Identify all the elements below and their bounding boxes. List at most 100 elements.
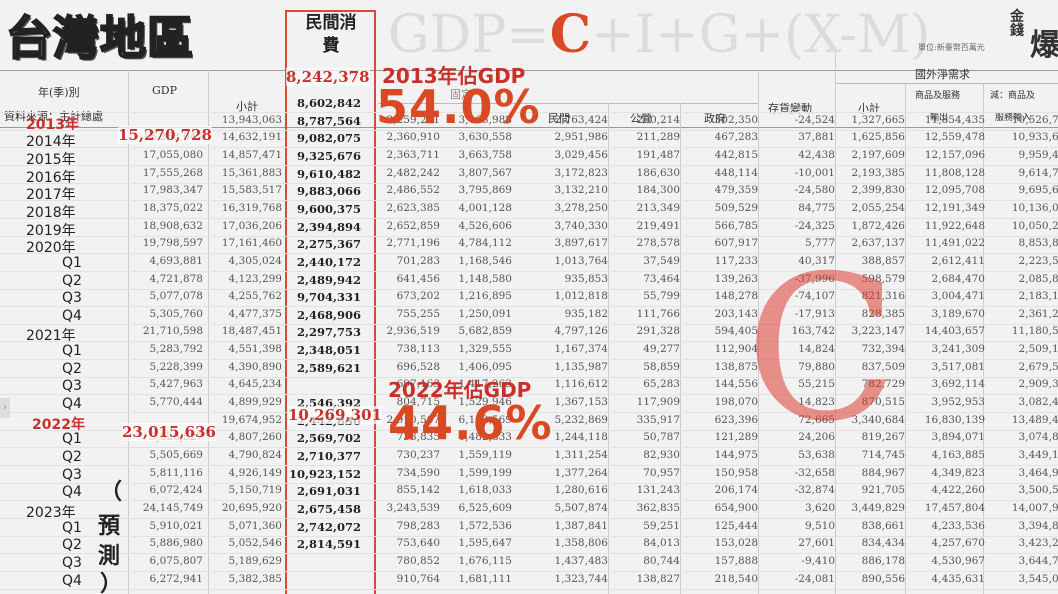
data-cell: 696,528: [364, 361, 440, 373]
forecast-paren-open: （: [100, 474, 122, 506]
data-cell: 2,193,385: [829, 167, 905, 179]
gdp-cell: 5,427,963: [127, 378, 203, 390]
gdp-cell: 6,075,807: [127, 555, 203, 567]
gdp-cell: 5,305,760: [127, 308, 203, 320]
data-cell: 4,530,967: [909, 555, 985, 567]
data-cell: 218,540: [682, 573, 758, 585]
data-cell: 3,952,953: [909, 396, 985, 408]
subtotal-cell: 17,161,460: [206, 237, 282, 249]
forecast-char-1: 預: [98, 508, 120, 540]
data-cell: 65,283: [604, 378, 680, 390]
data-cell: 1,148,580: [436, 273, 512, 285]
private-consumption-cell: 9,883,066: [285, 184, 361, 198]
subtotal-cell: 4,477,375: [206, 308, 282, 320]
row-label: Q3: [62, 290, 82, 306]
data-cell: 3,620: [759, 502, 835, 514]
data-cell: 910,764: [364, 573, 440, 585]
data-cell: 2,652,859: [364, 220, 440, 232]
data-cell: 117,909: [604, 396, 680, 408]
subtotal-cell: 16,319,768: [206, 202, 282, 214]
data-cell: 753,640: [364, 537, 440, 549]
share-2022: 44.6%: [388, 396, 553, 450]
data-cell: 80,744: [604, 555, 680, 567]
subtotal-cell: 5,189,629: [206, 555, 282, 567]
gdp-cell: 5,505,669: [127, 449, 203, 461]
data-cell: 2,763,424: [532, 114, 608, 126]
data-cell: 641,456: [364, 273, 440, 285]
data-cell: 448,114: [682, 167, 758, 179]
data-cell: 362,835: [604, 502, 680, 514]
private-consumption-cell: 2,348,051: [285, 343, 361, 357]
gdp-cell: 17,983,347: [127, 184, 203, 196]
data-cell: 70,957: [604, 467, 680, 479]
data-cell: 11,854,435: [909, 114, 985, 126]
data-cell: 502,350: [682, 114, 758, 126]
data-cell: 2,399,830: [829, 184, 905, 196]
data-cell: 4,001,128: [436, 202, 512, 214]
data-cell: 1,311,254: [532, 449, 608, 461]
data-cell: 58,859: [604, 361, 680, 373]
private-consumption-cell: 2,394,894: [285, 220, 361, 234]
data-cell: 734,590: [364, 467, 440, 479]
subtotal-cell: 4,645,234: [206, 378, 282, 390]
data-cell: 3,074,804: [996, 431, 1058, 443]
data-cell: 3,795,869: [436, 184, 512, 196]
subtotal-cell: 20,695,920: [206, 502, 282, 514]
data-cell: 2,085,891: [996, 273, 1058, 285]
private-consumption-cell: 10,923,152: [285, 467, 361, 481]
subtotal-cell: 5,071,360: [206, 520, 282, 532]
subtotal-cell: 14,857,471: [206, 149, 282, 161]
gdp-cell: 4,721,878: [127, 273, 203, 285]
data-cell: 2,486,552: [364, 184, 440, 196]
private-consumption-cell: 2,675,458: [285, 502, 361, 516]
gdp-cell: 6,072,424: [127, 484, 203, 496]
data-cell: 4,526,606: [436, 220, 512, 232]
side-handle-arrow-icon[interactable]: ›: [0, 398, 10, 418]
data-cell: 4,422,260: [909, 484, 985, 496]
data-cell: 12,157,096: [909, 149, 985, 161]
data-cell: 1,116,612: [532, 378, 608, 390]
data-cell: 738,113: [364, 343, 440, 355]
private-consumption-cell: 9,610,482: [285, 167, 361, 181]
data-cell: 10,933,622: [996, 131, 1058, 143]
data-cell: 211,289: [604, 131, 680, 143]
data-cell: 935,182: [532, 308, 608, 320]
data-cell: 3,894,071: [909, 431, 985, 443]
data-cell: 4,435,631: [909, 573, 985, 585]
data-cell: 9,959,487: [996, 149, 1058, 161]
subtotal-cell: 5,052,546: [206, 537, 282, 549]
data-cell: 890,556: [829, 573, 905, 585]
subtotal-cell: 4,123,299: [206, 273, 282, 285]
data-cell: 467,283: [682, 131, 758, 143]
row-label: Q2: [62, 537, 82, 553]
data-cell: 1,216,895: [436, 290, 512, 302]
row-label: Q4: [62, 308, 82, 324]
data-cell: 1,329,555: [436, 343, 512, 355]
data-cell: 2,612,411: [909, 255, 985, 267]
gdp-cell: 17,055,080: [127, 149, 203, 161]
data-cell: 11,808,128: [909, 167, 985, 179]
data-cell: 12,095,708: [909, 184, 985, 196]
data-cell: 3,449,140: [996, 449, 1058, 461]
subtotal-cell: 15,361,883: [206, 167, 282, 179]
data-cell: -32,874: [759, 484, 835, 496]
data-cell: 2,183,155: [996, 290, 1058, 302]
subtotal-cell: 5,382,385: [206, 573, 282, 585]
data-cell: 73,464: [604, 273, 680, 285]
data-cell: -24,524: [759, 114, 835, 126]
subtotal-cell: 18,487,451: [206, 325, 282, 337]
data-cell: 3,004,471: [909, 290, 985, 302]
data-cell: 4,163,885: [909, 449, 985, 461]
data-cell: -24,580: [759, 184, 835, 196]
data-cell: 131,243: [604, 484, 680, 496]
data-cell: 3,132,210: [532, 184, 608, 196]
data-cell: 3,394,875: [996, 520, 1058, 532]
private-consumption-cell: 9,600,375: [285, 202, 361, 216]
data-cell: 1,599,199: [436, 467, 512, 479]
data-cell: -32,658: [759, 467, 835, 479]
data-cell: 3,464,956: [996, 467, 1058, 479]
subtotal-cell: 4,390,890: [206, 361, 282, 373]
data-cell: 3,278,250: [532, 202, 608, 214]
data-cell: 834,434: [829, 537, 905, 549]
data-cell: 921,705: [829, 484, 905, 496]
